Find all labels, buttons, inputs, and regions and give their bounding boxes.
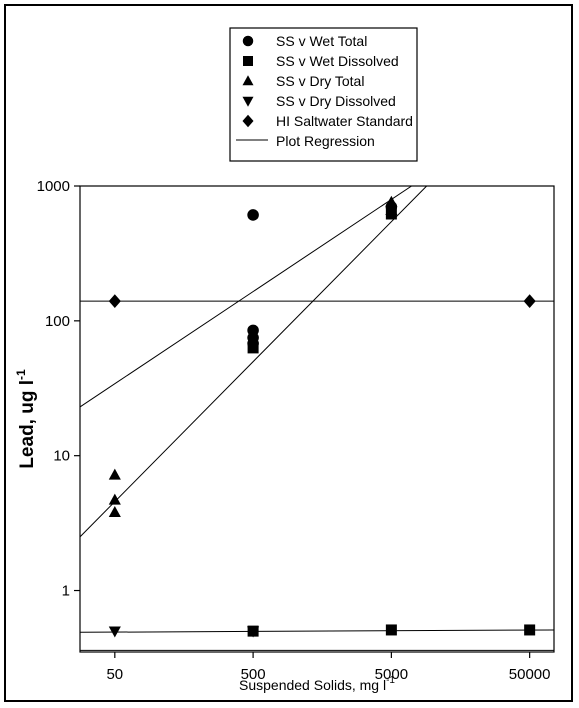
legend-symbol-ss-v-wet-dissolved [243,56,253,66]
y-tick-label: 100 [45,313,70,330]
x-axis-title-exponent: -1 [386,675,395,686]
point-ss-v-wet-dissolved [385,624,397,636]
legend-symbol-hi-saltwater-standard [242,114,254,128]
regression-line-4 [79,629,555,633]
point-hi-saltwater-standard [108,294,121,309]
y-axis-title: Lead, ug l-1 [14,369,38,469]
point-ss-v-wet-dissolved [247,342,259,354]
legend: SS v Wet Total SS v Wet Dissolved SS v Dry… [236,33,413,149]
point-ss-v-dry-total [385,204,398,216]
legend-label-ss-v-dry-total: SS v Dry Total [276,73,364,89]
x-tick-label: 50 [106,666,123,683]
legend-symbol-ss-v-dry-total [242,75,254,86]
point-ss-v-dry-dissolved [247,626,260,638]
legend-label-ss-v-wet-dissolved: SS v Wet Dissolved [276,53,399,69]
y-axis-title-exponent: -1 [14,369,28,380]
legend-label-hi-saltwater-standard: HI Saltwater Standard [276,113,413,129]
point-ss-v-dry-total [108,468,121,480]
point-ss-v-dry-total [108,506,121,518]
legend-label-ss-v-dry-dissolved: SS v Dry Dissolved [276,93,396,109]
y-tick-label: 10 [53,448,70,465]
legend-symbol-ss-v-dry-dissolved [242,96,254,107]
y-tick-label: 1000 [37,178,70,195]
y-axis-title-text: Lead, ug l [17,380,38,469]
y-tick-label: 1 [62,583,70,600]
regression-line-1 [79,185,428,538]
point-ss-v-wet-dissolved [524,624,536,636]
point-ss-v-wet-total [247,209,259,221]
point-ss-v-dry-total [108,493,121,505]
regression-lines [79,185,555,651]
point-ss-v-dry-total [385,195,398,207]
y-axis-ticks: 1 10 100 1000 [37,178,80,600]
x-axis-ticks: 50 500 5000 50000 [106,652,551,683]
x-tick-label: 50000 [509,666,551,683]
x-axis-title-text: Suspended Solids, mg l [239,677,386,693]
point-hi-saltwater-standard [523,294,536,309]
plot-area [79,185,555,653]
x-tick-label: 5000 [375,666,408,683]
x-axis-title: Suspended Solids, mg l-1 [239,675,395,693]
data-points [108,195,536,638]
legend-label-plot-regression: Plot Regression [276,133,375,149]
legend-label-ss-v-wet-total: SS v Wet Total [276,33,367,49]
x-tick-label: 500 [241,666,266,683]
legend-symbol-ss-v-wet-total [242,35,254,47]
point-ss-v-dry-dissolved [108,626,121,638]
legend-box [229,27,418,162]
regression-line-2 [79,185,412,408]
